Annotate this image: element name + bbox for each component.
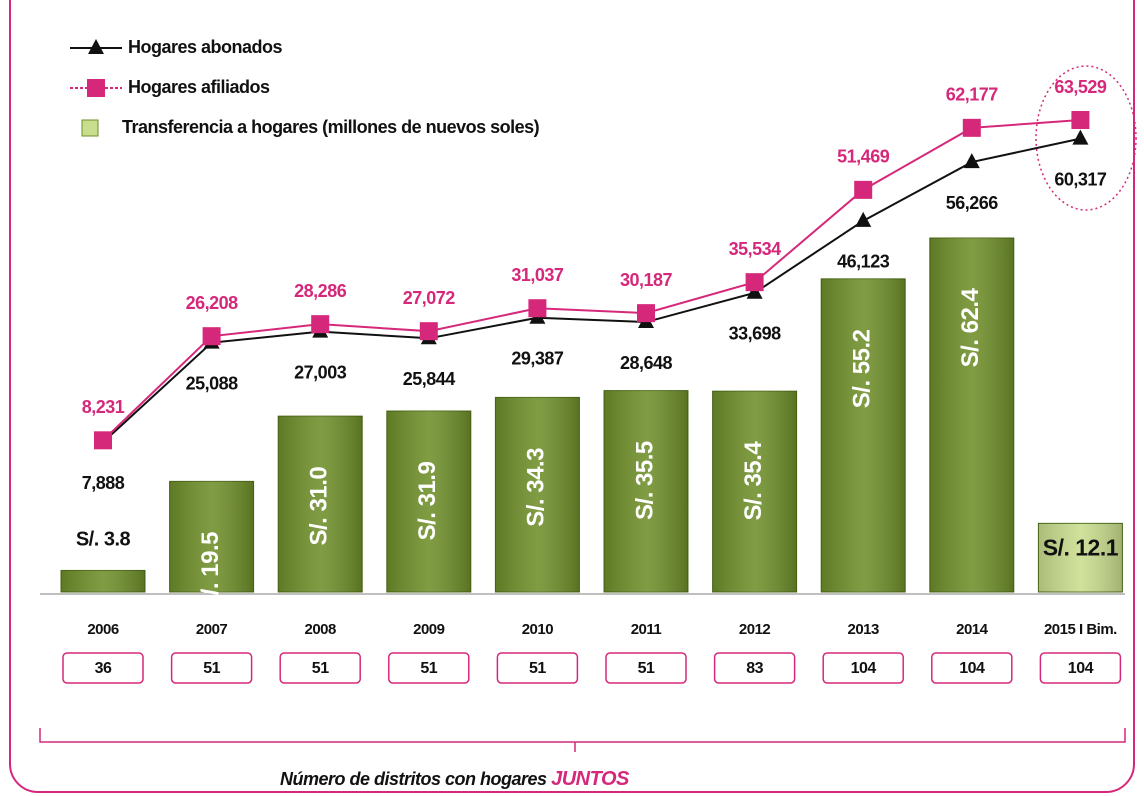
marker xyxy=(311,315,330,334)
bar-shade xyxy=(278,416,363,592)
point-label: 46,123 xyxy=(837,252,890,272)
district-count: 104 xyxy=(851,660,877,677)
bracket xyxy=(39,728,1126,752)
district-box xyxy=(605,652,687,684)
highlight-circle xyxy=(1035,65,1137,211)
bar-label: S/. 31.9 xyxy=(414,462,441,541)
point-label: 31,037 xyxy=(511,265,564,285)
marker xyxy=(746,283,763,299)
bar-shade xyxy=(169,481,254,592)
x-tick-label: 2013 xyxy=(848,621,880,638)
marker xyxy=(854,180,873,199)
district-box xyxy=(822,652,904,684)
frame xyxy=(9,0,1135,793)
bar-label: S/. 35.5 xyxy=(631,441,658,520)
marker xyxy=(963,153,980,169)
bar-label: S/. 3.8 xyxy=(76,529,131,551)
marker xyxy=(94,431,112,450)
bar-label: S/. 62.4 xyxy=(957,287,984,367)
point-label: 33,698 xyxy=(729,324,782,344)
district-box xyxy=(713,652,796,684)
district-box xyxy=(170,652,253,684)
bar-label: S/. 35.4 xyxy=(740,441,767,521)
line xyxy=(102,137,1081,444)
point-label: 28,286 xyxy=(294,281,347,301)
district-box xyxy=(931,652,1013,684)
caption: Número de distritos con hogares JUNTOS xyxy=(280,768,630,790)
x-tick-label: 2015 I Bim. xyxy=(1044,621,1117,638)
x-tick-label: 2011 xyxy=(631,621,662,638)
district-box xyxy=(496,652,579,684)
point-label: 26,208 xyxy=(186,293,239,313)
point-label: 60,317 xyxy=(1054,169,1107,189)
district-count: 51 xyxy=(312,660,329,677)
marker xyxy=(202,327,221,346)
marker xyxy=(87,79,105,97)
point-label: 27,072 xyxy=(403,288,456,308)
point-label: 27,003 xyxy=(294,362,347,382)
district-count: 51 xyxy=(203,660,220,677)
point-label: 30,187 xyxy=(620,270,673,290)
district-count: 51 xyxy=(420,660,437,677)
marker xyxy=(637,304,655,323)
x-tick-label: 2006 xyxy=(87,621,119,638)
point-label: 51,469 xyxy=(837,147,890,167)
marker xyxy=(1072,129,1089,145)
district-box xyxy=(279,652,361,684)
marker xyxy=(962,118,981,137)
bar-label: S/. 55.2 xyxy=(849,329,876,408)
marker xyxy=(855,211,872,227)
x-tick-label: 2014 xyxy=(956,621,989,638)
marker xyxy=(1071,111,1090,129)
district-box xyxy=(388,652,470,684)
x-tick-label: 2008 xyxy=(305,621,337,638)
district-count: 51 xyxy=(638,660,655,677)
district-box xyxy=(1039,652,1122,684)
bar-shade xyxy=(495,397,580,592)
x-tick-label: 2009 xyxy=(413,621,445,638)
point-label: 56,266 xyxy=(946,193,999,213)
point-label: 25,844 xyxy=(403,369,456,389)
bar-shade xyxy=(929,238,1014,592)
point-label: 62,177 xyxy=(946,85,999,105)
legend-label: Hogares afiliados xyxy=(128,77,270,97)
point-label: 8,231 xyxy=(82,397,125,417)
bar-shade xyxy=(821,278,906,592)
bar-label: S/. 34.3 xyxy=(523,448,550,527)
point-label: 29,387 xyxy=(511,349,564,369)
district-count: 104 xyxy=(1068,660,1094,677)
bar-label: S/. 12.1 xyxy=(1043,534,1119,560)
bar-label: S/. 19.5 xyxy=(197,532,224,611)
x-tick-label: 2007 xyxy=(196,621,228,638)
bar-shade xyxy=(604,390,688,592)
district-count: 36 xyxy=(95,660,112,677)
point-label: 7,888 xyxy=(82,473,125,493)
bar-shade xyxy=(386,411,471,592)
point-label: 25,088 xyxy=(186,373,239,393)
bar-label: S/. 31.0 xyxy=(306,467,333,546)
district-count: 51 xyxy=(529,660,546,677)
marker xyxy=(745,273,764,292)
x-tick-label: 2010 xyxy=(522,621,554,638)
bar-shade xyxy=(1038,523,1123,592)
marker xyxy=(419,322,438,341)
bar-shade xyxy=(61,570,145,592)
line xyxy=(102,119,1081,442)
bar-shade xyxy=(712,391,797,592)
point-label: 63,529 xyxy=(1054,77,1107,97)
marker xyxy=(528,299,547,318)
marker xyxy=(88,39,104,54)
x-tick-label: 2012 xyxy=(739,621,771,638)
point-label: 28,648 xyxy=(620,353,673,373)
point-label: 35,534 xyxy=(729,239,782,259)
legend-label: Transferencia a hogares (millones de nue… xyxy=(122,117,540,137)
district-count: 83 xyxy=(746,660,763,677)
district-box xyxy=(62,652,144,684)
legend-label: Hogares abonados xyxy=(128,37,283,57)
legend-swatch xyxy=(81,119,99,137)
district-count: 104 xyxy=(959,660,985,677)
